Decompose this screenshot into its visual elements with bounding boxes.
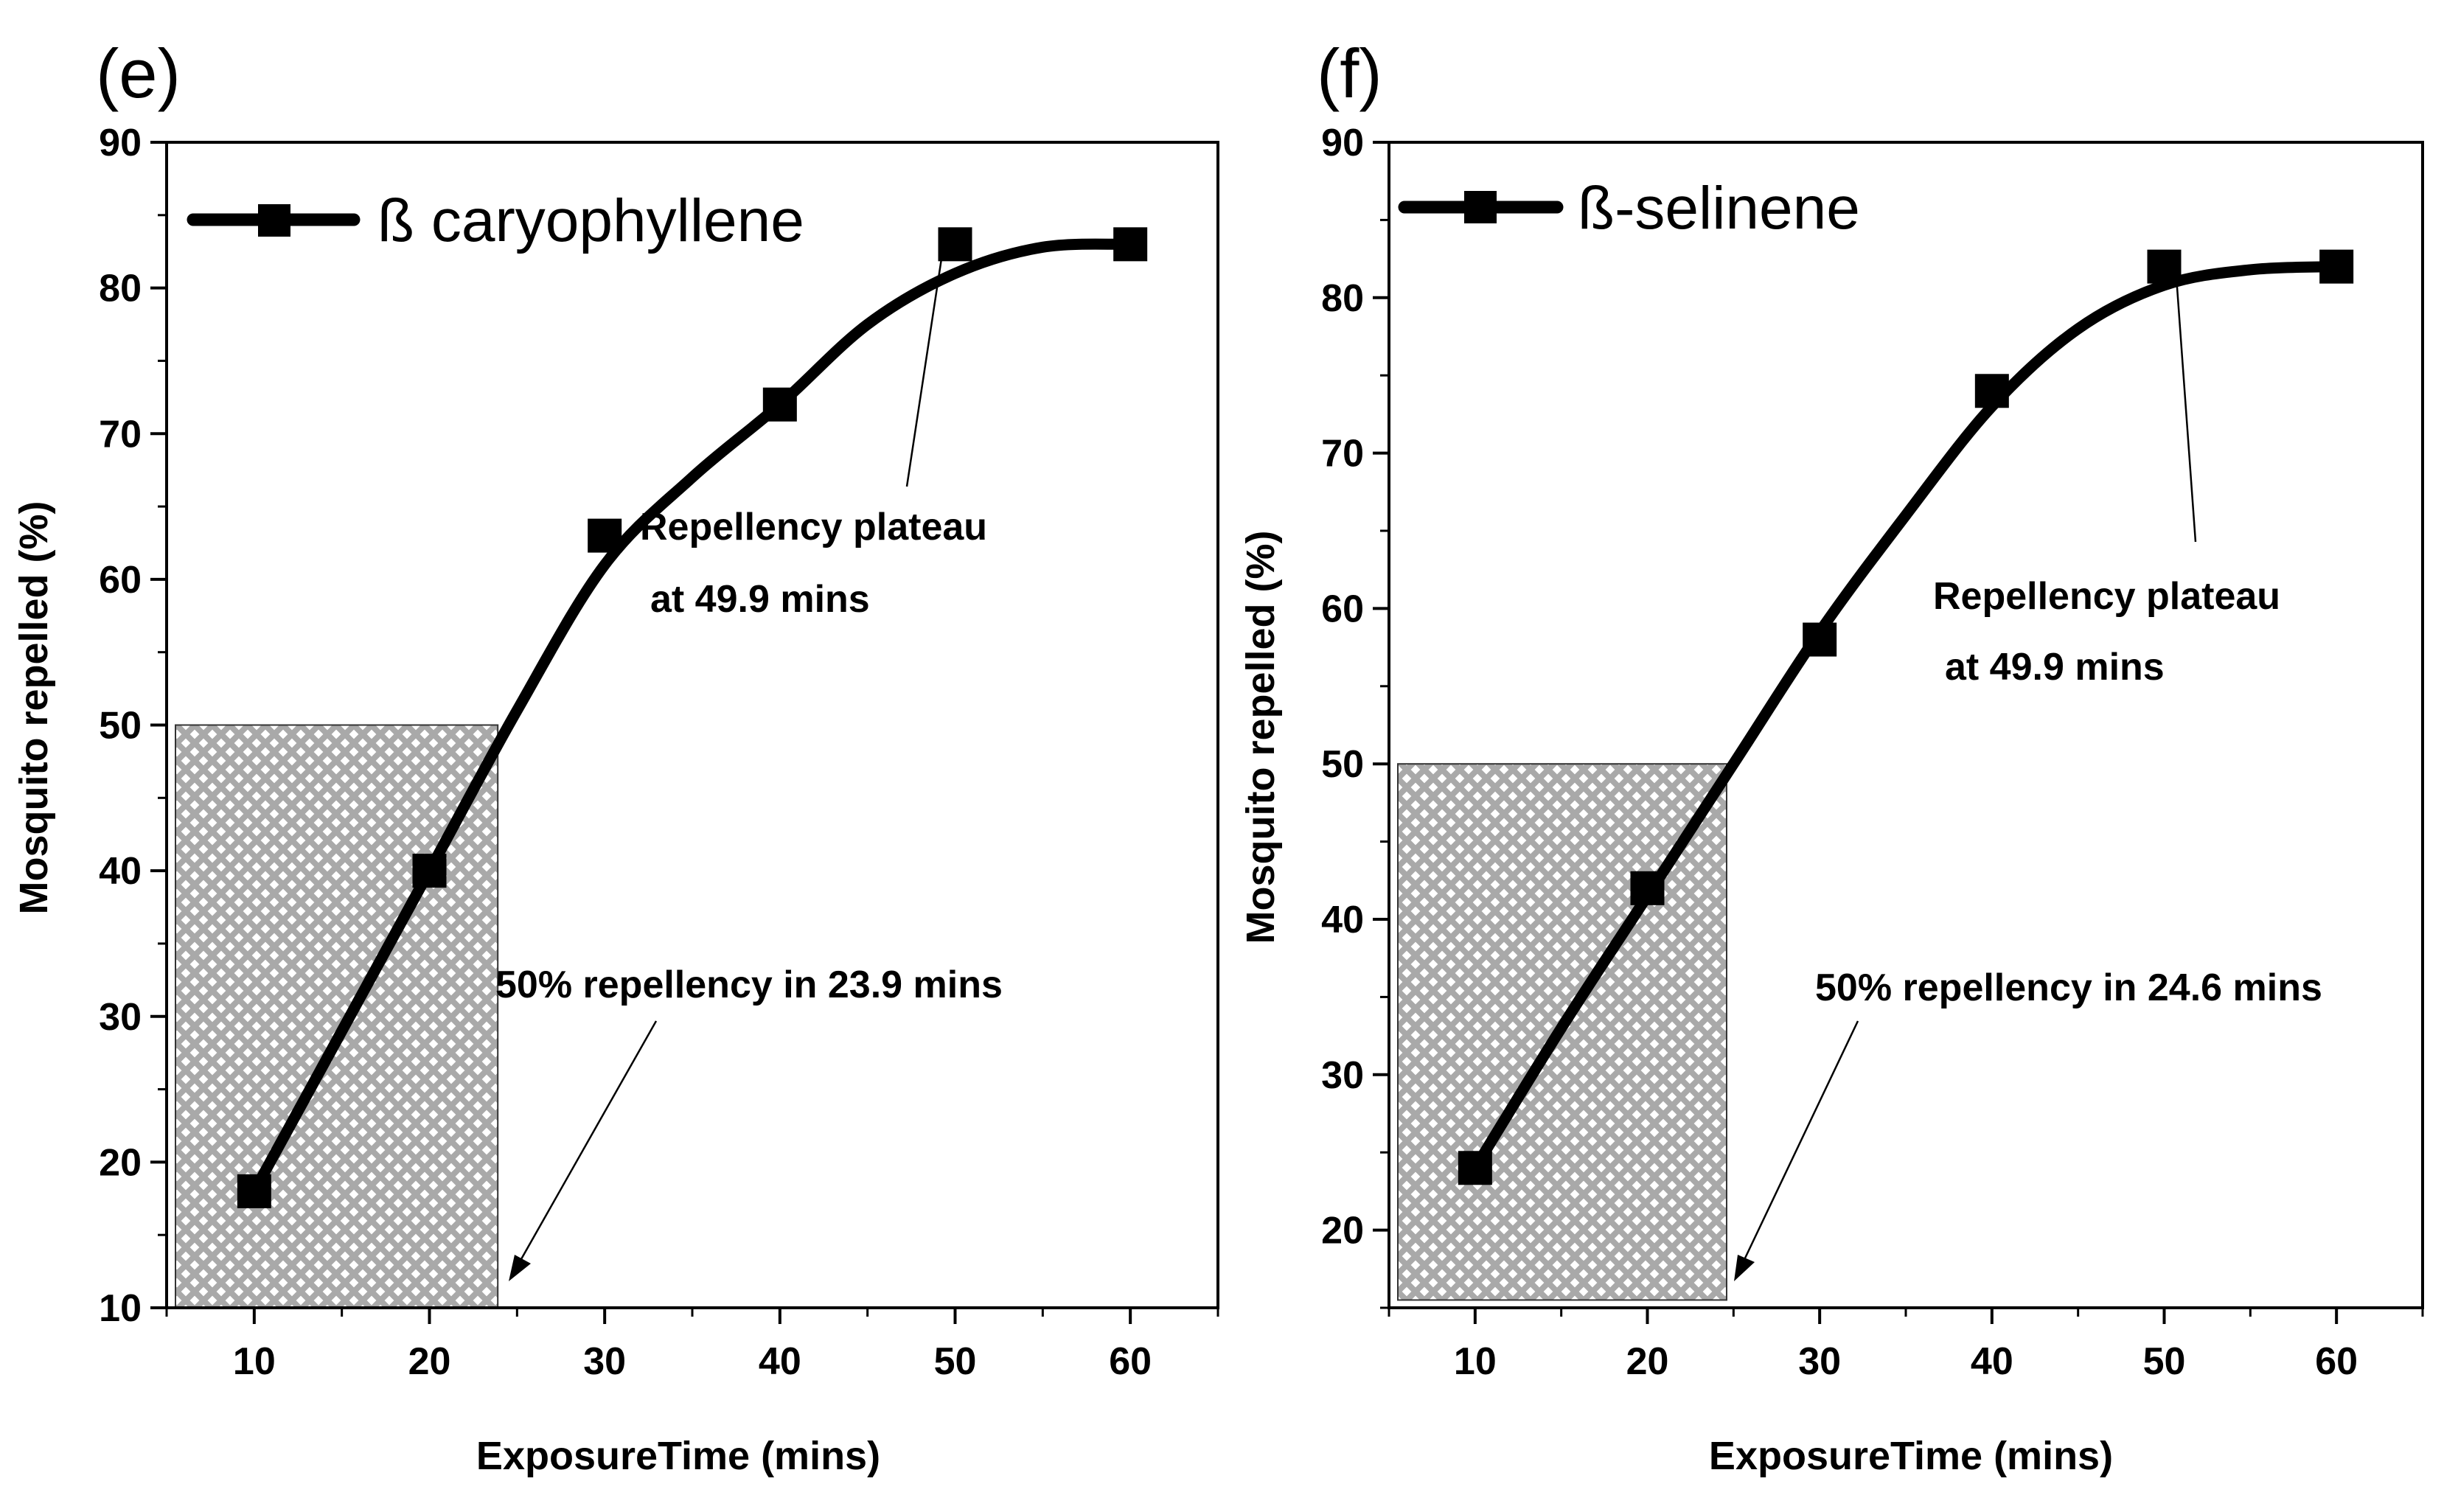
panel-label: (f) — [1317, 35, 1382, 112]
y-tick-label: 80 — [99, 268, 142, 310]
annotation-plateau-line1: Repellency plateau — [640, 506, 987, 548]
panel-e: (e) 10 20 30 40 50 60 10 20 30 40 50 60 70 80 90 ß car… — [12, 35, 1219, 1478]
y-tick-label: 80 — [1321, 277, 1364, 320]
y-tick-label: 40 — [99, 850, 142, 893]
y-tick-label: 30 — [99, 996, 142, 1039]
legend: ß caryophyllene — [187, 187, 804, 254]
legend-label: ß-selinene — [1578, 175, 1860, 242]
annotation-plateau-line2: at 49.9 mins — [650, 578, 870, 621]
fit-curve — [1469, 261, 2342, 1174]
y-axis-title: Mosquito repelled (%) — [1239, 530, 1283, 944]
legend-marker — [1464, 191, 1497, 223]
y-tick-label: 10 — [99, 1287, 142, 1330]
y-tick-label: 50 — [1321, 743, 1364, 786]
annotation-half-arrowhead — [509, 1255, 531, 1281]
y-tick-label: 40 — [1321, 899, 1364, 941]
annotation-plateau-arrow — [905, 234, 947, 487]
annotation-half-line1: 50% repellency in 24.6 mins — [1815, 966, 2322, 1009]
y-tick-label: 50 — [99, 705, 142, 748]
data-point — [237, 1174, 271, 1208]
annotation-plateau-line2: at 49.9 mins — [1945, 646, 2165, 689]
data-point — [1803, 622, 1837, 657]
data-point — [762, 387, 797, 422]
panel-f: (f) 10 20 30 40 50 60 20 30 40 50 60 70 80 90 ß-selin… — [1239, 35, 2424, 1478]
y-tick-label: 20 — [99, 1141, 142, 1184]
annotation-plateau-line1: Repellency plateau — [1933, 575, 2280, 618]
panel-label: (e) — [96, 35, 181, 112]
data-point — [1458, 1151, 1492, 1185]
annotation-half-arrow — [1741, 1020, 1859, 1265]
y-tick-label: 70 — [1321, 433, 1364, 475]
y-tick-label: 20 — [1321, 1210, 1364, 1253]
y-tick-label: 30 — [1321, 1054, 1364, 1097]
annotation-half-arrowhead — [1734, 1255, 1755, 1281]
legend-label: ß caryophyllene — [377, 187, 804, 254]
y-tick-label: 60 — [99, 559, 142, 602]
x-axis-title: ExposureTime (mins) — [1709, 1434, 2113, 1478]
x-tick-label: 10 — [1454, 1340, 1497, 1383]
x-tick-label: 50 — [2143, 1340, 2186, 1383]
y-axis-title: Mosquito repelled (%) — [12, 501, 56, 914]
y-tick-label: 90 — [99, 122, 142, 164]
data-point — [588, 518, 622, 553]
data-point — [2319, 249, 2354, 284]
x-axis-title: ExposureTime (mins) — [476, 1434, 880, 1478]
x-tick-label: 20 — [1626, 1340, 1669, 1383]
annotation-half-line1: 50% repellency in 23.9 mins — [495, 964, 1003, 1006]
data-point — [1113, 227, 1148, 262]
axis-ticks: 10 20 30 40 50 60 20 30 40 50 60 70 80 90 — [1321, 122, 2424, 1383]
axis-ticks: 10 20 30 40 50 60 10 20 30 40 50 60 70 80 90 — [99, 122, 1219, 1383]
x-tick-label: 60 — [2315, 1340, 2358, 1383]
shaded-region — [175, 724, 499, 1309]
x-tick-label: 20 — [408, 1340, 451, 1383]
x-tick-label: 60 — [1109, 1340, 1152, 1383]
y-tick-label: 90 — [1321, 122, 1364, 164]
data-point — [1974, 374, 2009, 408]
x-tick-label: 40 — [1971, 1340, 2013, 1383]
data-point — [412, 854, 447, 888]
x-tick-label: 40 — [759, 1340, 801, 1383]
annotation-plateau-arrow — [2175, 276, 2197, 543]
y-tick-label: 70 — [99, 413, 142, 456]
plot-frame — [1388, 141, 2424, 1309]
data-points — [237, 227, 1148, 1208]
x-tick-label: 30 — [1798, 1340, 1841, 1383]
legend: ß-selinene — [1398, 175, 1860, 242]
x-tick-label: 30 — [583, 1340, 626, 1383]
y-tick-label: 60 — [1321, 588, 1364, 630]
annotation-half-arrow — [517, 1020, 658, 1265]
legend-marker — [258, 204, 290, 237]
x-tick-label: 10 — [233, 1340, 276, 1383]
fit-curve — [248, 238, 1136, 1197]
data-point — [1630, 871, 1665, 905]
plot-frame — [165, 141, 1219, 1309]
x-tick-label: 50 — [934, 1340, 977, 1383]
